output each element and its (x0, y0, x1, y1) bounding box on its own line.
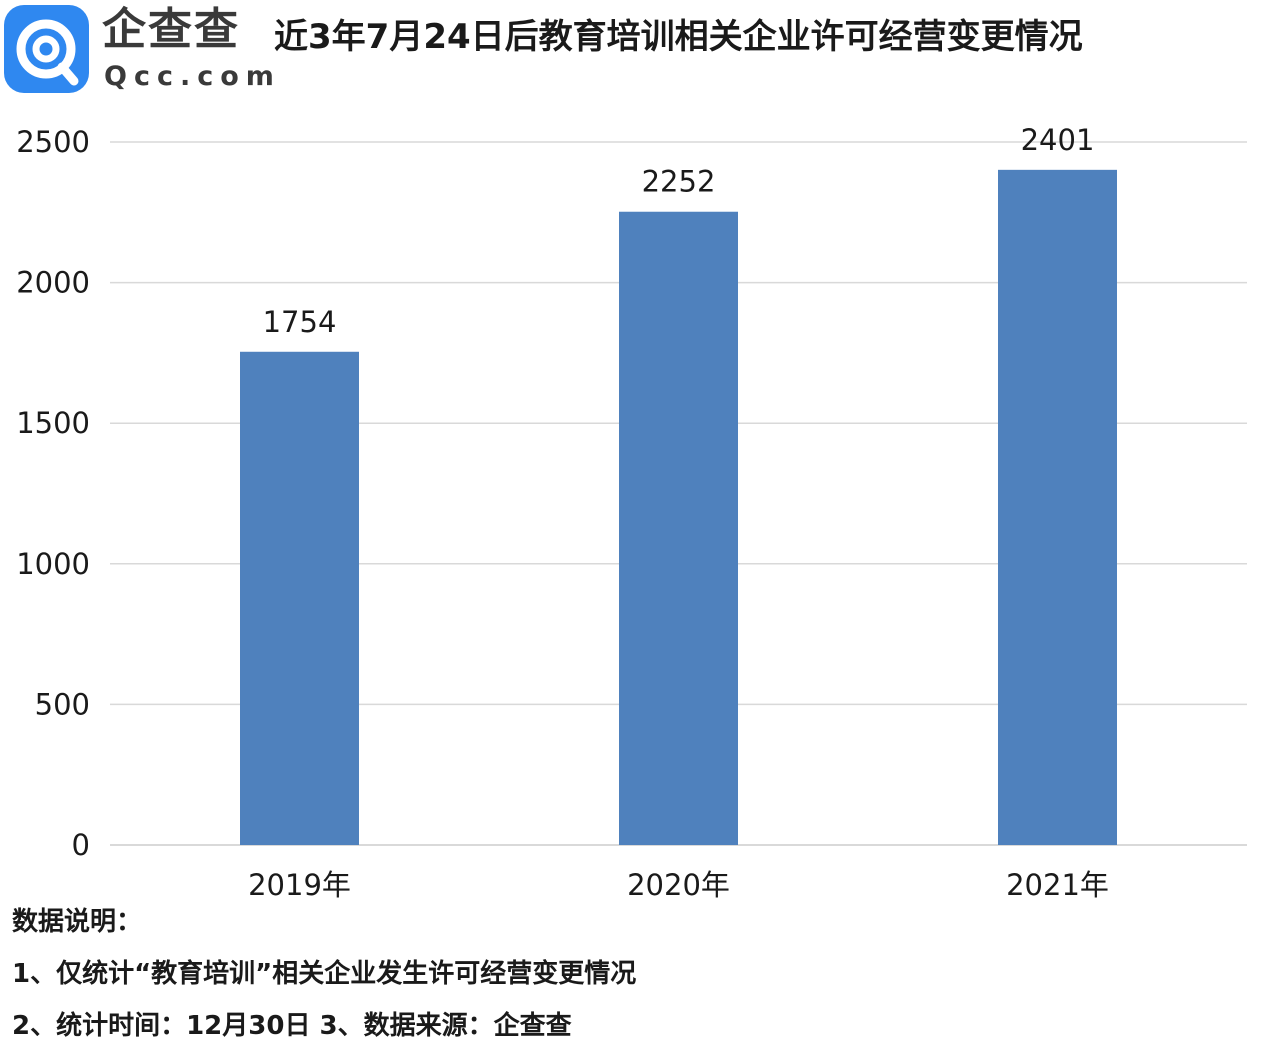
bars (240, 169, 1117, 845)
data-notes: 数据说明： 1、仅统计“教育培训”相关企业发生许可经营变更情况 2、统计时间：1… (12, 900, 636, 1056)
bar (998, 169, 1117, 845)
chart-title: 近3年7月24日后教育培训相关企业许可经营变更情况 (274, 17, 1083, 57)
logo-domain: Qcc.com (104, 61, 281, 92)
data-label: 1754 (263, 305, 337, 339)
bar (240, 351, 359, 845)
data-labels: 1754 2252 2401 (263, 123, 1095, 339)
y-tick-label: 1000 (16, 547, 90, 581)
qcc-logo-icon (4, 5, 89, 93)
data-label: 2401 (1021, 123, 1095, 157)
y-tick-label: 500 (35, 687, 90, 721)
bar (619, 211, 738, 845)
notes-line-1: 1、仅统计“教育培训”相关企业发生许可经营变更情况 (12, 959, 637, 989)
y-axis-ticks: 0 500 1000 1500 2000 2500 (16, 125, 90, 862)
y-tick-label: 2500 (16, 125, 90, 159)
x-category-label: 2019年 (248, 868, 351, 902)
x-category-label: 2021年 (1006, 868, 1109, 902)
x-axis-categories: 2019年 2020年 2021年 (248, 868, 1109, 902)
x-category-label: 2020年 (627, 868, 730, 902)
notes-heading: 数据说明： (12, 907, 143, 937)
y-tick-label: 0 (72, 828, 90, 862)
y-tick-label: 2000 (16, 266, 90, 300)
logo-name: 企查查 (102, 4, 240, 55)
y-tick-label: 1500 (16, 406, 90, 440)
notes-line-2: 2、统计时间：12月30日 3、数据来源：企查查 (12, 1011, 572, 1041)
data-label: 2252 (642, 165, 716, 199)
